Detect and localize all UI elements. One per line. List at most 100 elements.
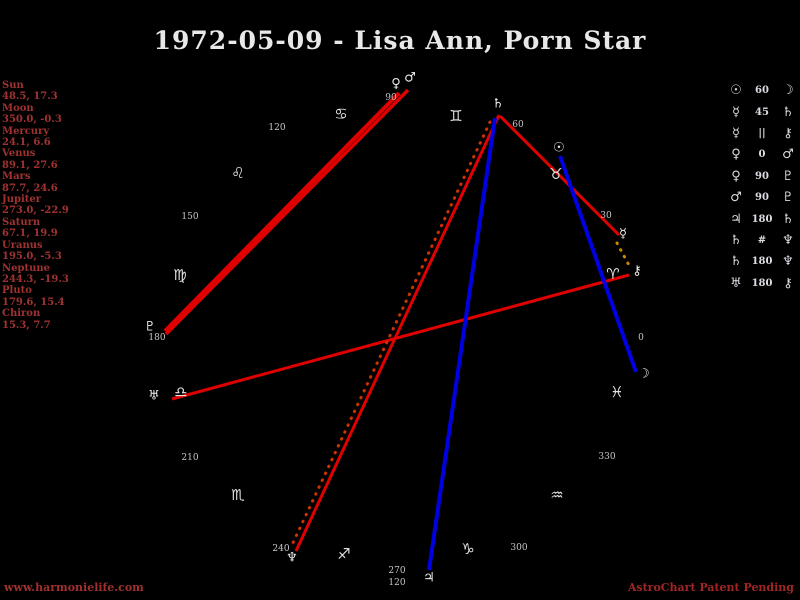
planet-coords-venus: 89.1, 27.6 xyxy=(2,159,58,171)
sign-glyph-aquarius: ♒ xyxy=(550,486,564,504)
planet-name-mars: Mars xyxy=(2,171,31,183)
degree-label-300: 300 xyxy=(510,543,528,553)
aspect-line-mercury-parallel-chiron xyxy=(615,241,632,269)
degree-label-120: 120 xyxy=(388,578,406,588)
sign-glyph-virgo: ♍ xyxy=(173,266,187,284)
venus-icon: ♀ xyxy=(391,76,401,92)
planet-coords-pluto: 179.6, 15.4 xyxy=(2,296,65,308)
degree-label-30: 30 xyxy=(600,211,612,221)
planet-coords-mars: 87.7, 24.6 xyxy=(2,182,58,194)
degree-label-0: 0 xyxy=(638,333,644,343)
sign-glyph-capricorn: ♑ xyxy=(461,540,475,558)
aspect-value: 90 xyxy=(755,170,769,182)
planet-coords-uranus: 195.0, -5.3 xyxy=(2,251,62,263)
aspect-value: 180 xyxy=(751,277,773,289)
planet-name-pluto: Pluto xyxy=(2,285,32,297)
aspect-line-mars-square-pluto xyxy=(164,88,410,336)
aspect-value: 180 xyxy=(751,256,773,268)
degree-label-210: 210 xyxy=(181,453,199,463)
degree-label-90: 90 xyxy=(385,93,397,103)
sign-glyph-aries: ♈ xyxy=(606,265,620,283)
planet-coords-chiron: 15.3, 7.7 xyxy=(2,319,51,331)
sign-glyph-taurus: ♉ xyxy=(549,165,563,183)
venus-icon: ♀ xyxy=(731,147,741,163)
degree-label-150: 150 xyxy=(181,212,199,222)
jupiter-icon: ♃ xyxy=(730,211,742,227)
neptune-icon: ♆ xyxy=(286,550,298,566)
planet-name-chiron: Chiron xyxy=(2,308,41,320)
aspect-row-saturn-neptune: ♄ # ♆ xyxy=(727,230,797,251)
neptune-icon: ♆ xyxy=(782,232,794,248)
aspect-line-venus-square-pluto xyxy=(163,91,401,333)
aspect-row-mercury-chiron: ☿ || ⚷ xyxy=(727,123,797,144)
pluto-icon: ♇ xyxy=(144,319,156,335)
chiron-icon: ⚷ xyxy=(783,125,793,141)
planet-name-venus: Venus xyxy=(2,148,36,160)
planet-coords-mercury: 24.1, 6.6 xyxy=(2,137,51,149)
saturn-icon: ♄ xyxy=(492,96,504,112)
pluto-icon: ♇ xyxy=(782,190,794,206)
sun-icon: ☉ xyxy=(730,83,742,99)
planet-name-neptune: Neptune xyxy=(2,262,51,274)
saturn-icon: ♄ xyxy=(782,104,794,120)
neptune-icon: ♆ xyxy=(782,254,794,270)
page-title: 1972-05-09 - Lisa Ann, Porn Star xyxy=(153,26,647,55)
aspect-row-sun-moon: ☉ 60 ☽ xyxy=(727,80,797,101)
degree-label-330: 330 xyxy=(598,452,616,462)
pluto-icon: ♇ xyxy=(782,168,794,184)
chiron-icon: ⚷ xyxy=(632,263,642,279)
degree-label-270: 270 xyxy=(388,566,406,576)
degree-label-240: 240 xyxy=(272,544,290,554)
mars-icon: ♂ xyxy=(730,190,742,206)
degree-label-180: 180 xyxy=(148,333,166,343)
aspect-row-venus-pluto: ♀ 90 ♇ xyxy=(727,166,797,187)
planet-name-sun: Sun xyxy=(2,80,24,91)
aspect-row-mars-pluto: ♂ 90 ♇ xyxy=(727,187,797,208)
planet-position-list: Sun 48.5, 17.3 Moon 350.0, -0.3 Mercury 24.1,… xyxy=(2,80,120,331)
aspect-line-saturn-opposition-neptune xyxy=(294,114,501,552)
planet-coords-moon: 350.0, -0.3 xyxy=(2,114,62,126)
aspect-value: 60 xyxy=(755,85,769,97)
aspect-value: 45 xyxy=(755,106,769,118)
planet-coords-jupiter: 273.0, -22.9 xyxy=(2,205,69,217)
patent-pending-label: AstroChart Patent Pending xyxy=(627,581,794,594)
aspect-value: 90 xyxy=(755,192,769,204)
planet-name-mercury: Mercury xyxy=(2,125,50,137)
mercury-icon: ☿ xyxy=(619,226,627,242)
sign-glyph-gemini: ♊ xyxy=(449,107,463,125)
mars-icon: ♂ xyxy=(782,147,794,163)
chiron-icon: ⚷ xyxy=(783,275,793,291)
planet-name-moon: Moon xyxy=(2,102,34,114)
sign-glyph-leo: ♌ xyxy=(231,164,245,182)
mars-icon: ♂ xyxy=(404,70,416,86)
saturn-icon: ♄ xyxy=(782,211,794,227)
planet-coords-sun: 48.5, 17.3 xyxy=(2,91,58,103)
aspect-row-venus-mars: ♀ 0 ♂ xyxy=(727,144,797,165)
sign-glyph-sagittarius: ♐ xyxy=(337,545,351,563)
sign-glyph-scorpio: ♏ xyxy=(231,486,245,504)
uranus-icon: ♅ xyxy=(730,275,742,291)
venus-icon: ♀ xyxy=(731,168,741,184)
saturn-icon: ♄ xyxy=(730,232,742,248)
aspect-list: ☉ 60 ☽ ☿ 45 ♄ ☿ || ⚷ ♀ 0 ♂ ♀ 90 ♇ ♂ 90 ♇ ♃ 180 ♄ ♄ # ♆ ♄ 180 ♆ ♅ 180… xyxy=(727,80,797,294)
planet-coords-saturn: 67.1, 19.9 xyxy=(2,228,58,240)
moon-icon: ☽ xyxy=(638,366,650,382)
mercury-icon: ☿ xyxy=(732,104,740,120)
aspect-value: 0 xyxy=(758,149,766,161)
sun-icon: ☉ xyxy=(553,140,565,156)
aspect-row-jupiter-saturn: ♃ 180 ♄ xyxy=(727,208,797,229)
aspect-value: # xyxy=(757,234,767,246)
website-url: www.harmonielife.com xyxy=(4,581,144,594)
sign-glyph-libra: ♎ xyxy=(174,383,188,401)
planet-name-jupiter: Jupiter xyxy=(2,194,42,206)
moon-icon: ☽ xyxy=(782,83,794,99)
aspect-line-jupiter-opposition-saturn xyxy=(427,117,497,571)
aspect-value: 180 xyxy=(751,213,773,225)
planet-coords-neptune: 244.3, -19.3 xyxy=(2,273,69,285)
aspect-value: || xyxy=(758,127,766,139)
aspect-row-mercury-saturn: ☿ 45 ♄ xyxy=(727,101,797,122)
planet-name-saturn: Saturn xyxy=(2,216,41,228)
